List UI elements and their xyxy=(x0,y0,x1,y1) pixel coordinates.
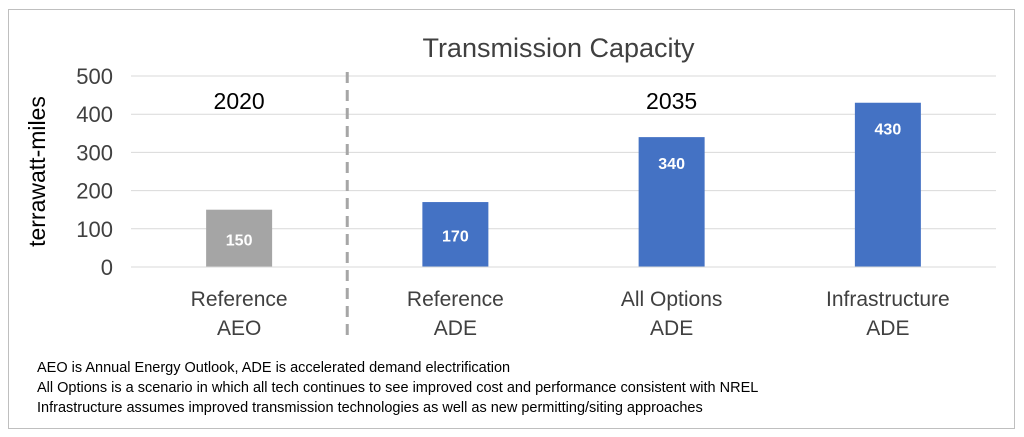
category-label: Reference xyxy=(191,288,288,311)
category-label: Infrastructure xyxy=(826,288,950,311)
y-tick-label: 200 xyxy=(76,179,113,204)
data-label-3: 430 xyxy=(875,122,902,139)
y-tick-label: 0 xyxy=(101,255,113,280)
y-tick-label: 100 xyxy=(76,217,113,242)
y-tick-label: 300 xyxy=(76,140,113,165)
data-label-1: 170 xyxy=(442,229,469,246)
chart-frame: Transmission Capacity terrawatt-miles 0 100… xyxy=(8,9,1015,429)
note-all-options: All Options is a scenario in which all t… xyxy=(37,380,759,396)
chart-notes: AEO is Annual Energy Outlook, ADE is acc… xyxy=(37,358,758,418)
bar-2 xyxy=(638,137,705,267)
data-label-0: 150 xyxy=(226,232,253,249)
bar-3 xyxy=(854,102,921,268)
y-tick-label: 500 xyxy=(76,64,113,89)
category-label: AEO xyxy=(217,317,261,340)
category-label: ADE xyxy=(650,317,693,340)
group-label-2020: 2020 xyxy=(214,88,265,114)
data-label-2: 340 xyxy=(658,156,685,173)
y-axis-label: terrawatt-miles xyxy=(24,96,50,247)
bar-0 xyxy=(206,209,273,267)
note-aeo-ade: AEO is Annual Energy Outlook, ADE is acc… xyxy=(37,360,511,376)
note-infrastructure: Infrastructure assumes improved transmis… xyxy=(37,400,703,416)
group-label-2035: 2035 xyxy=(646,88,697,114)
chart-title: Transmission Capacity xyxy=(422,33,695,63)
category-label: ADE xyxy=(866,317,909,340)
bar-1 xyxy=(422,202,489,267)
category-label: ADE xyxy=(434,317,477,340)
category-label: All Options xyxy=(621,288,723,311)
transmission-capacity-chart: Transmission Capacity terrawatt-miles 0 100… xyxy=(24,33,996,342)
category-label: Reference xyxy=(407,288,504,311)
y-tick-label: 400 xyxy=(76,102,113,127)
